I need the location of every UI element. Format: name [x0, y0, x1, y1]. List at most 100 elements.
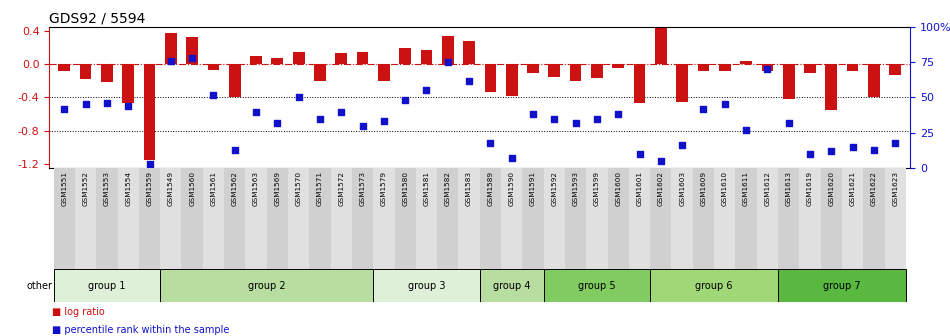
Point: [313, 116, 328, 121]
Bar: [719, 64, 731, 71]
Bar: [650, 269, 778, 302]
Bar: [676, 64, 688, 101]
Bar: [118, 168, 139, 269]
Bar: [53, 269, 161, 302]
Text: GSM1560: GSM1560: [189, 171, 195, 206]
Point: [483, 140, 498, 145]
Bar: [80, 64, 91, 79]
Text: GSM1552: GSM1552: [83, 171, 88, 206]
Bar: [868, 64, 880, 97]
Text: GSM1620: GSM1620: [828, 171, 834, 206]
Text: GSM1583: GSM1583: [466, 171, 472, 206]
Bar: [399, 48, 411, 64]
Bar: [501, 168, 522, 269]
Bar: [394, 168, 416, 269]
Point: [781, 120, 796, 126]
Bar: [421, 50, 432, 64]
Point: [184, 55, 200, 60]
Text: ■ percentile rank within the sample: ■ percentile rank within the sample: [52, 326, 230, 335]
Text: group 4: group 4: [493, 281, 530, 291]
Text: GSM1622: GSM1622: [871, 171, 877, 206]
Point: [419, 88, 434, 93]
Point: [803, 151, 818, 157]
Point: [398, 97, 413, 103]
Bar: [165, 33, 177, 64]
Bar: [356, 52, 369, 64]
Text: GSM1559: GSM1559: [146, 171, 153, 206]
Bar: [586, 168, 608, 269]
Point: [227, 147, 242, 152]
Point: [717, 102, 732, 107]
Point: [525, 112, 541, 117]
Text: group 7: group 7: [823, 281, 861, 291]
Text: GSM1609: GSM1609: [700, 171, 707, 206]
Text: GSM1569: GSM1569: [275, 171, 280, 206]
Text: GSM1554: GSM1554: [125, 171, 131, 206]
Bar: [250, 56, 262, 64]
Point: [760, 67, 775, 72]
Bar: [442, 36, 454, 64]
Text: GSM1623: GSM1623: [892, 171, 898, 206]
Bar: [762, 64, 773, 71]
Text: GSM1621: GSM1621: [849, 171, 856, 206]
Point: [632, 151, 647, 157]
Bar: [714, 168, 735, 269]
Bar: [697, 64, 710, 71]
Point: [568, 120, 583, 126]
Text: GDS92 / 5594: GDS92 / 5594: [49, 12, 145, 26]
Bar: [505, 64, 518, 96]
Bar: [884, 168, 906, 269]
Bar: [889, 64, 901, 75]
Bar: [565, 168, 586, 269]
Text: group 6: group 6: [695, 281, 732, 291]
Text: GSM1593: GSM1593: [573, 171, 579, 206]
Text: GSM1612: GSM1612: [765, 171, 770, 206]
Bar: [527, 64, 539, 73]
Bar: [186, 37, 198, 64]
Bar: [608, 168, 629, 269]
Point: [121, 103, 136, 109]
Bar: [757, 168, 778, 269]
Text: ■ log ratio: ■ log ratio: [52, 307, 105, 317]
Point: [270, 120, 285, 126]
Bar: [543, 168, 565, 269]
Text: GSM1589: GSM1589: [487, 171, 493, 206]
Bar: [143, 64, 156, 160]
Text: GSM1603: GSM1603: [679, 171, 685, 206]
Point: [376, 119, 391, 124]
Bar: [373, 168, 394, 269]
Bar: [804, 64, 816, 73]
Text: GSM1601: GSM1601: [636, 171, 642, 206]
Point: [355, 123, 370, 128]
Point: [291, 95, 306, 100]
Bar: [208, 64, 219, 70]
Point: [440, 59, 455, 65]
Text: other: other: [27, 281, 52, 291]
Bar: [459, 168, 480, 269]
Text: group 1: group 1: [88, 281, 125, 291]
Point: [845, 144, 860, 150]
Bar: [161, 269, 373, 302]
Bar: [826, 64, 837, 110]
Text: GSM1582: GSM1582: [445, 171, 451, 206]
Text: GSM1581: GSM1581: [424, 171, 429, 206]
Text: GSM1590: GSM1590: [508, 171, 515, 206]
Point: [504, 156, 520, 161]
Bar: [613, 64, 624, 69]
Bar: [245, 168, 267, 269]
Bar: [310, 168, 331, 269]
Bar: [480, 269, 543, 302]
Bar: [437, 168, 459, 269]
Text: GSM1600: GSM1600: [616, 171, 621, 206]
Text: GSM1570: GSM1570: [295, 171, 302, 206]
Bar: [735, 168, 757, 269]
Bar: [821, 168, 842, 269]
Bar: [335, 53, 347, 64]
Bar: [267, 168, 288, 269]
Bar: [331, 168, 352, 269]
Bar: [224, 168, 245, 269]
Point: [163, 58, 179, 64]
Bar: [484, 64, 496, 92]
Bar: [352, 168, 373, 269]
Bar: [293, 52, 305, 64]
